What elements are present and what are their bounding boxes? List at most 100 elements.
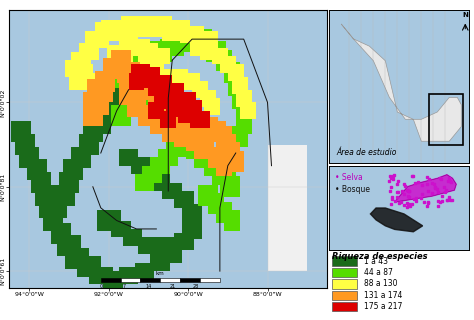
Bar xyxy=(194,147,214,168)
Bar xyxy=(172,92,196,113)
Bar xyxy=(81,73,97,90)
Bar xyxy=(228,75,244,96)
Bar xyxy=(120,16,152,37)
Bar xyxy=(162,20,190,41)
Bar xyxy=(27,159,47,180)
Bar xyxy=(111,105,130,126)
Bar xyxy=(118,35,138,52)
Bar xyxy=(83,105,103,126)
Bar xyxy=(128,73,145,90)
Bar xyxy=(140,16,172,37)
Bar xyxy=(148,41,172,62)
Bar xyxy=(130,157,150,174)
Text: Área de estudio: Área de estudio xyxy=(337,148,397,157)
Bar xyxy=(166,96,186,117)
Bar xyxy=(240,102,255,119)
Bar xyxy=(158,149,178,166)
Bar xyxy=(83,92,103,113)
Bar xyxy=(220,134,236,155)
Bar xyxy=(155,237,174,254)
Bar xyxy=(228,151,244,172)
Bar xyxy=(143,166,162,182)
Bar xyxy=(93,100,117,121)
Bar xyxy=(162,113,182,134)
Bar xyxy=(429,94,463,145)
Bar xyxy=(118,96,138,117)
Bar xyxy=(118,149,138,166)
Bar xyxy=(212,164,228,185)
Bar xyxy=(208,147,224,168)
Bar xyxy=(200,278,220,282)
Bar xyxy=(198,117,218,138)
Bar xyxy=(138,88,158,109)
Bar xyxy=(111,220,130,237)
Bar xyxy=(138,60,158,77)
Bar xyxy=(200,43,216,60)
Bar xyxy=(130,39,150,56)
Bar xyxy=(170,121,190,142)
Text: 28: 28 xyxy=(193,284,199,289)
Bar xyxy=(93,98,109,115)
Bar xyxy=(148,102,164,119)
Bar xyxy=(123,229,143,246)
Bar xyxy=(186,138,206,159)
Bar xyxy=(101,278,120,282)
Bar xyxy=(236,90,252,107)
Bar xyxy=(85,31,109,48)
Bar xyxy=(162,246,182,263)
Bar xyxy=(57,235,81,256)
Text: 44 a 87: 44 a 87 xyxy=(365,268,393,277)
Bar xyxy=(332,256,357,266)
Bar xyxy=(180,278,200,282)
Bar xyxy=(97,210,120,231)
Bar xyxy=(194,138,214,159)
Bar xyxy=(182,31,202,48)
Bar xyxy=(103,271,123,288)
Bar xyxy=(69,73,85,90)
Bar xyxy=(91,113,111,134)
Bar xyxy=(160,39,184,56)
Bar xyxy=(232,88,247,109)
Bar xyxy=(71,147,91,168)
Bar xyxy=(224,142,240,164)
Bar xyxy=(155,105,174,126)
Bar xyxy=(216,50,232,71)
Bar xyxy=(216,126,232,147)
Text: Riqueza de especies: Riqueza de especies xyxy=(332,252,428,260)
Bar xyxy=(97,85,113,102)
Bar xyxy=(51,223,71,244)
Text: N: N xyxy=(462,12,468,18)
Bar xyxy=(220,56,236,73)
Text: 131 a 174: 131 a 174 xyxy=(365,291,403,300)
Bar xyxy=(200,90,216,107)
Bar xyxy=(178,107,198,124)
Bar xyxy=(117,62,140,84)
Polygon shape xyxy=(395,175,456,202)
Bar xyxy=(128,71,152,92)
Bar xyxy=(198,31,218,48)
Bar xyxy=(332,302,357,311)
Bar xyxy=(166,140,186,157)
Bar xyxy=(212,48,228,64)
Bar xyxy=(186,113,206,134)
Bar xyxy=(190,39,210,56)
Bar xyxy=(107,67,127,88)
Bar xyxy=(160,69,176,85)
Bar xyxy=(95,71,115,92)
Bar xyxy=(19,147,39,168)
Bar xyxy=(138,237,158,254)
Bar xyxy=(35,185,55,206)
Bar xyxy=(172,69,188,85)
Bar xyxy=(137,45,160,67)
Bar xyxy=(115,58,135,79)
Bar xyxy=(198,185,218,206)
Bar xyxy=(148,88,172,109)
Bar xyxy=(127,96,146,117)
Text: 175 a 217: 175 a 217 xyxy=(365,302,403,311)
Bar xyxy=(117,56,133,73)
Text: 88 a 130: 88 a 130 xyxy=(365,279,398,288)
Bar xyxy=(186,130,206,151)
Bar xyxy=(160,84,184,105)
Bar xyxy=(182,218,202,239)
Bar xyxy=(192,81,208,98)
